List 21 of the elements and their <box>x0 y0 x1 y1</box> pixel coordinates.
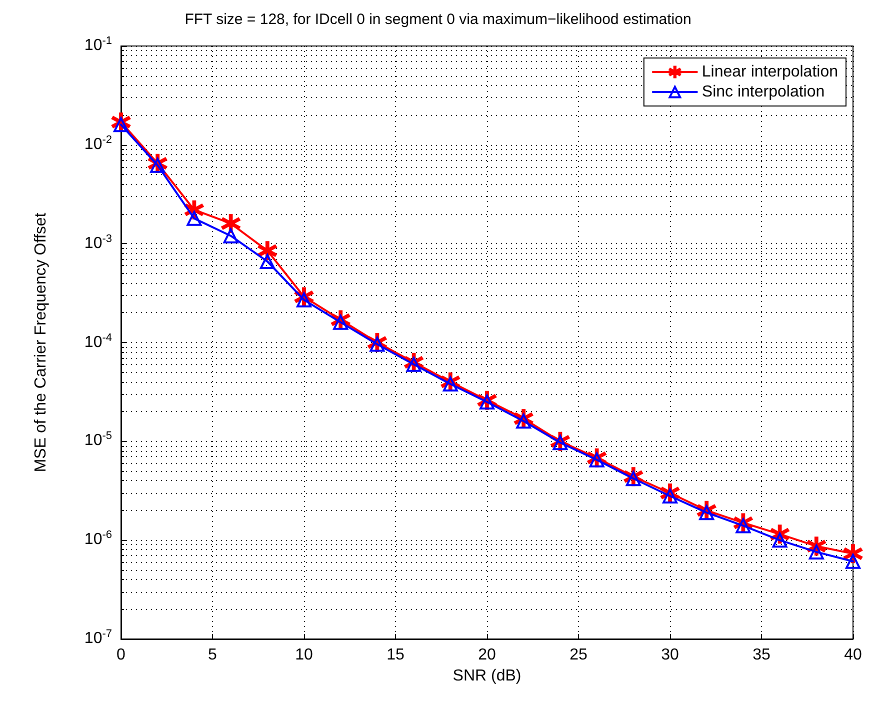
x-tick-label: 30 <box>661 646 679 664</box>
x-tick-label: 10 <box>295 646 313 664</box>
y-tick-label: 10$^{-2}$ <box>84 134 112 154</box>
x-tick-label: 40 <box>844 646 862 664</box>
x-tick-label: 15 <box>386 646 404 664</box>
x-tick-label: 35 <box>752 646 770 664</box>
x-axis-title: SNR (dB) <box>452 667 522 684</box>
y-tick-label: 10$^{-3}$ <box>84 232 112 253</box>
y-tick-label: 10$^{-6}$ <box>84 529 112 550</box>
x-tick-label: 0 <box>116 646 126 664</box>
chart-title: FFT size = 128, for IDcell 0 in segment 0 via maximum−likelihood estimation <box>184 11 692 28</box>
y-tick-label: 10$^{-7}$ <box>84 628 112 648</box>
y-axis-title: MSE of the Carrier Frequency Offset <box>32 212 50 472</box>
legend-label: Linear interpolation <box>702 64 838 80</box>
y-tick-label: 10$^{-4}$ <box>84 332 112 352</box>
x-tick-label: 25 <box>570 646 588 664</box>
x-tick-label: 20 <box>478 646 496 664</box>
y-tick-label: 10$^{-5}$ <box>84 430 112 450</box>
legend-label: Sinc interpolation <box>702 84 825 100</box>
x-tick-label: 5 <box>208 646 218 664</box>
y-tick-label: 10$^{-1}$ <box>84 35 112 55</box>
